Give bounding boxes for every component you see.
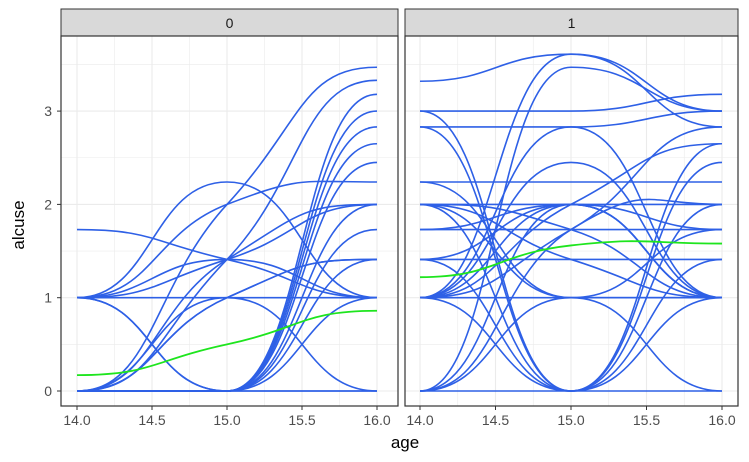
- subject-line: [419, 203, 723, 299]
- subject-line: [76, 258, 378, 392]
- subject-line: [77, 258, 378, 392]
- plot-background: [61, 36, 398, 406]
- subject-line: [420, 93, 723, 112]
- subject-trajectories: [76, 66, 378, 392]
- subject-line: [419, 161, 723, 392]
- x-tick-label: 16.0: [363, 412, 390, 428]
- panel-border: [60, 35, 399, 407]
- subject-line: [76, 66, 378, 392]
- facet-strip: [60, 8, 399, 37]
- facet-panel-0: 0 14.0 14.5 15.0 15.5 16.0: [60, 8, 399, 428]
- y-tick-label: 3: [44, 103, 52, 119]
- facet-strip: [404, 8, 739, 37]
- mean-trajectory-line: [419, 240, 723, 279]
- subject-line: [419, 203, 723, 299]
- subject-line: [419, 66, 723, 392]
- y-tick-label: 2: [44, 196, 52, 212]
- subject-line: [419, 203, 723, 299]
- x-tick-label: 15.0: [557, 412, 584, 428]
- subject-line: [419, 53, 723, 299]
- facet-strip-label: 1: [568, 15, 576, 31]
- x-tick-label: 14.5: [138, 412, 165, 428]
- x-tick-label: 15.5: [633, 412, 660, 428]
- facet-panel-1: 1 14.0 14.5 15.0 15.5 16.0: [404, 8, 739, 428]
- subject-line: [419, 181, 722, 299]
- x-tick-label: 14.0: [63, 412, 90, 428]
- y-axis: 0 1 2 3: [44, 103, 61, 399]
- subject-line: [419, 198, 723, 392]
- x-tick-label: 16.0: [708, 412, 735, 428]
- subject-line: [76, 181, 378, 299]
- subject-line: [419, 126, 723, 299]
- facet-strip-label: 0: [226, 15, 234, 31]
- subject-line: [419, 161, 723, 299]
- x-tick-label: 15.0: [213, 412, 240, 428]
- x-axis-ticks: 14.0 14.5 15.0 15.5 16.0: [406, 406, 736, 428]
- y-tick-label: 1: [44, 290, 52, 306]
- x-axis-ticks: 14.0 14.5 15.0 15.5 16.0: [63, 406, 391, 428]
- y-axis-title: alcuse: [9, 200, 28, 249]
- x-tick-label: 14.0: [406, 412, 433, 428]
- x-axis-title: age: [391, 433, 419, 452]
- x-tick-label: 14.5: [482, 412, 509, 428]
- y-tick-label: 0: [44, 383, 52, 399]
- x-tick-label: 15.5: [288, 412, 315, 428]
- mean-trajectory-line: [76, 309, 378, 377]
- panels: 0 14.0 14.5 15.0 15.5 16.0 1 14.0 14.5 15.0 15.5 16…: [60, 8, 739, 428]
